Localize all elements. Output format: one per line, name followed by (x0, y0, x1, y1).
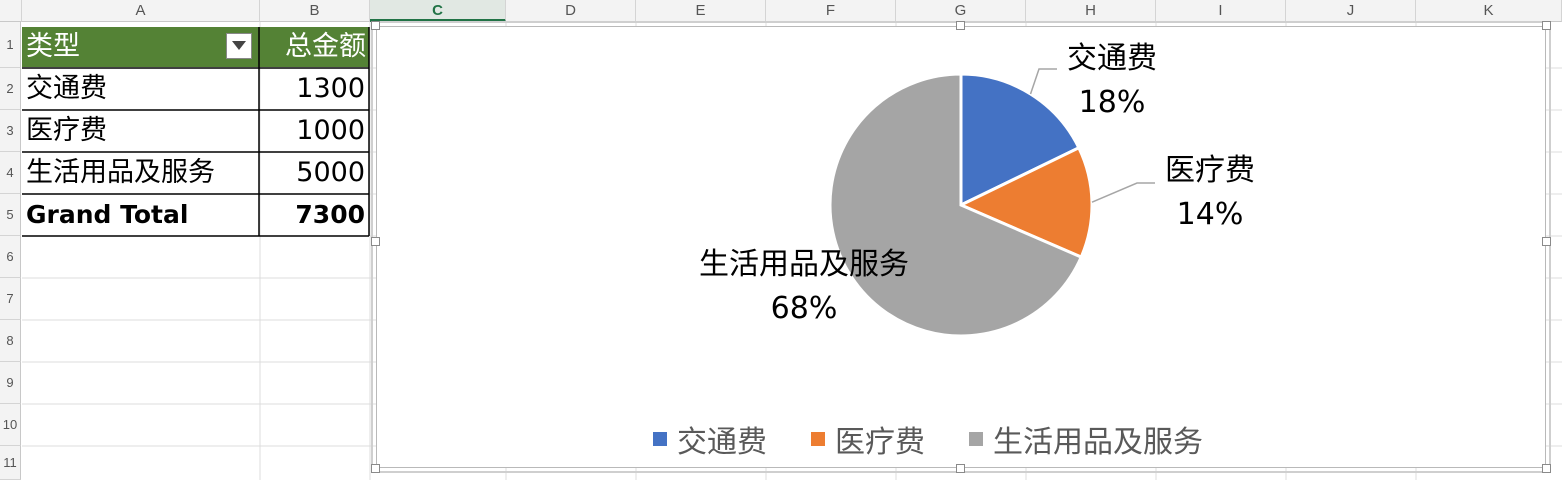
pivot-row-value[interactable]: 1300 (296, 73, 365, 104)
legend-swatch (811, 432, 825, 446)
resize-handle-ml[interactable] (371, 237, 380, 246)
data-label-2[interactable]: 生活用品及服务 68% (689, 243, 919, 331)
resize-handle-tc[interactable] (956, 21, 965, 30)
row-header-3[interactable]: 3 (0, 110, 21, 152)
pivot-table-borders (22, 27, 370, 237)
resize-handle-bc[interactable] (956, 464, 965, 473)
column-header-K[interactable]: K (1416, 0, 1562, 22)
column-header-H[interactable]: H (1026, 0, 1156, 22)
data-label-0-percent: 18% (1078, 85, 1146, 120)
data-label-1[interactable]: 医疗费 14% (1135, 149, 1285, 237)
resize-handle-br[interactable] (1542, 464, 1551, 473)
column-header-B[interactable]: B (260, 0, 370, 22)
leader-line-1 (1091, 182, 1155, 203)
filter-dropdown-button[interactable] (226, 33, 252, 59)
pie-plot (828, 68, 1155, 338)
data-label-2-percent: 68% (770, 291, 838, 326)
row-header-9[interactable]: 9 (0, 362, 21, 404)
row-header-7[interactable]: 7 (0, 278, 21, 320)
row-header-11[interactable]: 11 (0, 446, 21, 480)
row-header-8[interactable]: 8 (0, 320, 21, 362)
pivot-row-label[interactable]: 交通费 (26, 73, 107, 104)
dropdown-filter-icon (232, 41, 246, 50)
leader-line-0 (1029, 68, 1057, 95)
resize-handle-mr[interactable] (1542, 237, 1551, 246)
pivot-total-value[interactable]: 7300 (295, 200, 365, 229)
pie-slice-2[interactable] (828, 72, 1084, 338)
column-header-C[interactable]: C (370, 0, 506, 22)
legend-item-label: 交通费 (677, 425, 767, 460)
pivot-row-value[interactable]: 5000 (296, 157, 365, 188)
resize-handle-tl[interactable] (371, 21, 380, 30)
column-header-J[interactable]: J (1286, 0, 1416, 22)
pivot-header-type-label: 类型 (26, 31, 80, 62)
column-header-A[interactable]: A (22, 0, 260, 22)
pivot-row-value[interactable]: 1000 (296, 115, 365, 146)
legend-swatch (969, 432, 983, 446)
row-header-2[interactable]: 2 (0, 68, 21, 110)
column-header-F[interactable]: F (766, 0, 896, 22)
select-all-corner[interactable] (0, 0, 22, 22)
row-header-10[interactable]: 10 (0, 404, 21, 446)
row-header-4[interactable]: 4 (0, 152, 21, 194)
row-header-6[interactable]: 6 (0, 236, 21, 278)
data-label-0-category: 交通费 (1067, 41, 1157, 76)
chart-legend[interactable]: 交通费 医疗费 生活用品及服务 (653, 419, 1203, 460)
legend-swatch (653, 432, 667, 446)
data-label-1-category: 医疗费 (1165, 153, 1255, 188)
pivot-total-label[interactable]: Grand Total (26, 200, 189, 229)
column-header-I[interactable]: I (1156, 0, 1286, 22)
pivot-header-amount[interactable]: 总金额 (259, 27, 369, 67)
legend-item-label: 生活用品及服务 (993, 425, 1203, 460)
column-header-G[interactable]: G (896, 0, 1026, 22)
pie-chart-area[interactable]: 交通费 18% 医疗费 14% 生活用品及服务 68% 交通费 医疗费 生活用品… (376, 26, 1546, 468)
resize-handle-bl[interactable] (371, 464, 380, 473)
row-header-1[interactable]: 1 (0, 22, 21, 68)
data-label-2-category: 生活用品及服务 (699, 247, 909, 282)
pivot-header-type[interactable]: 类型 (22, 27, 259, 67)
row-header-5[interactable]: 5 (0, 194, 21, 236)
column-header-E[interactable]: E (636, 0, 766, 22)
resize-handle-tr[interactable] (1542, 21, 1551, 30)
data-label-1-percent: 14% (1176, 197, 1244, 232)
pie-slice-1[interactable] (957, 145, 1094, 260)
pivot-row-label[interactable]: 医疗费 (26, 115, 107, 146)
pivot-row-label[interactable]: 生活用品及服务 (26, 157, 215, 188)
column-header-D[interactable]: D (506, 0, 636, 22)
legend-item-label: 医疗费 (835, 425, 925, 460)
data-label-0[interactable]: 交通费 18% (1037, 37, 1187, 125)
